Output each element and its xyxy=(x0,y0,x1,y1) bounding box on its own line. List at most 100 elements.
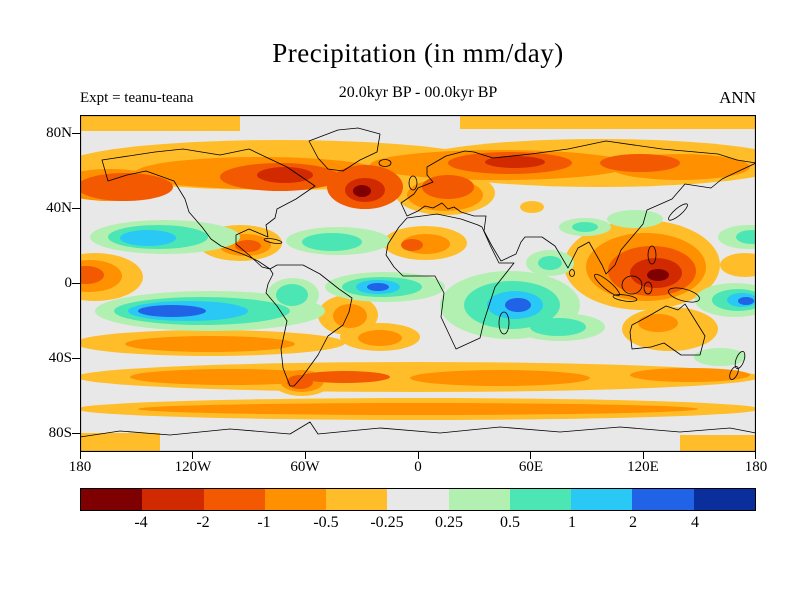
colorbar-segment xyxy=(203,489,265,510)
coastline-antarctica xyxy=(80,421,756,438)
world-precipitation-map xyxy=(80,115,756,452)
y-tick-40n: 40N xyxy=(46,200,72,216)
anomaly-region xyxy=(276,284,308,306)
coastline-south-america xyxy=(265,264,353,387)
anomaly-region xyxy=(120,230,176,246)
axis-tick-mark xyxy=(418,452,419,459)
coastline-java xyxy=(612,294,638,302)
anomaly-region xyxy=(630,368,750,382)
coastline-north-america xyxy=(101,148,316,270)
axis-tick-mark xyxy=(192,452,193,459)
anomaly-region xyxy=(410,370,590,386)
anomaly-region xyxy=(138,403,698,415)
coastline-cuba xyxy=(263,238,283,244)
colorbar-segment xyxy=(571,489,633,510)
colorbar-level-label: -2 xyxy=(196,514,210,531)
x-tick-180e: 180 xyxy=(744,459,768,475)
axis-tick-mark xyxy=(643,452,644,459)
y-tick-80n: 80N xyxy=(46,125,72,141)
anomaly-region xyxy=(125,336,295,352)
colorbar-level-label: -0.25 xyxy=(370,514,404,531)
x-tick-0: 0 xyxy=(414,459,422,475)
coastline-iceland xyxy=(378,159,392,167)
y-tick-0: 0 xyxy=(64,275,73,291)
page-title: Precipitation (in mm/day) xyxy=(272,38,564,68)
coastline-new-zealand-south xyxy=(729,366,739,380)
coastline-japan xyxy=(668,203,688,221)
map-frame xyxy=(80,115,756,452)
y-tick-80s: 80S xyxy=(48,425,72,441)
anomaly-region xyxy=(720,253,756,277)
coastline-sulawesi xyxy=(643,281,653,295)
anomaly-region xyxy=(257,167,313,183)
anomaly-region xyxy=(300,371,390,383)
anomaly-region xyxy=(485,156,545,168)
coastline-philippines xyxy=(647,245,657,265)
coastline-borneo xyxy=(621,275,643,295)
colorbar-segment xyxy=(509,489,572,510)
axis-tick-mark xyxy=(72,358,80,359)
anomaly-region xyxy=(738,297,754,305)
anomaly-region xyxy=(80,173,173,201)
anomaly-region xyxy=(333,304,367,328)
experiment-label: Expt = teanu-teana xyxy=(80,90,194,106)
coastline-sri-lanka xyxy=(569,269,575,277)
axis-tick-mark xyxy=(305,452,306,459)
anomaly-region xyxy=(505,298,531,312)
anomaly-region xyxy=(520,201,544,213)
anomaly-region xyxy=(287,375,313,389)
anomaly-region xyxy=(736,230,756,244)
x-tick-60w: 60W xyxy=(290,459,320,475)
colorbar-level-label: -4 xyxy=(134,514,148,531)
anomaly-field-positive xyxy=(90,210,756,366)
anomaly-region xyxy=(422,175,474,199)
subtitle-period: 20.0kyr BP - 00.0kyr BP xyxy=(338,84,498,101)
coastline-new-zealand-north xyxy=(734,351,746,369)
y-tick-40s: 40S xyxy=(48,350,72,366)
colorbar-level-label: 0.25 xyxy=(435,514,463,531)
colorbar-segment xyxy=(326,489,388,510)
colorbar-level-label: 0.5 xyxy=(500,514,520,531)
coastline-sumatra xyxy=(594,273,620,297)
coastline-africa xyxy=(385,213,515,350)
colorbar-segment xyxy=(142,489,204,510)
season-label: ANN xyxy=(719,88,756,107)
anomaly-region xyxy=(80,266,104,284)
x-tick-60e: 60E xyxy=(518,459,544,475)
colorbar-segment xyxy=(264,489,327,510)
colorbar xyxy=(80,488,756,511)
anomaly-region xyxy=(538,256,562,270)
axis-tick-mark xyxy=(80,452,81,459)
anomaly-region xyxy=(80,433,160,452)
colorbar-segment xyxy=(448,489,510,510)
axis-tick-mark xyxy=(72,433,80,434)
colorbar-segment xyxy=(632,489,694,510)
anomaly-field-negative xyxy=(80,115,756,452)
coastline-new-guinea xyxy=(668,287,700,303)
anomaly-region xyxy=(680,435,756,452)
anomaly-region xyxy=(401,239,423,251)
anomaly-region xyxy=(572,222,598,232)
coastlines xyxy=(80,127,756,438)
colorbar-level-label: 1 xyxy=(568,514,576,531)
anomaly-region xyxy=(530,318,586,336)
colorbar-level-label: -0.5 xyxy=(313,514,339,531)
coastline-madagascar xyxy=(498,311,510,335)
coastline-britain xyxy=(408,175,418,191)
axis-tick-mark xyxy=(530,452,531,459)
colorbar-level-label: 2 xyxy=(629,514,637,531)
coastline-australia xyxy=(629,303,706,356)
colorbar-level-label: 4 xyxy=(691,514,699,531)
x-tick-120w: 120W xyxy=(174,459,212,475)
axis-tick-mark xyxy=(72,208,80,209)
x-tick-180w: 180 xyxy=(68,459,92,475)
colorbar-segment xyxy=(387,489,449,510)
anomaly-region xyxy=(353,185,371,197)
colorbar-segment xyxy=(693,489,755,510)
anomaly-region xyxy=(138,305,206,317)
axis-tick-mark xyxy=(72,133,80,134)
coastline-eurasia xyxy=(400,140,756,275)
axis-tick-mark xyxy=(755,452,756,459)
axis-tick-mark xyxy=(72,283,80,284)
